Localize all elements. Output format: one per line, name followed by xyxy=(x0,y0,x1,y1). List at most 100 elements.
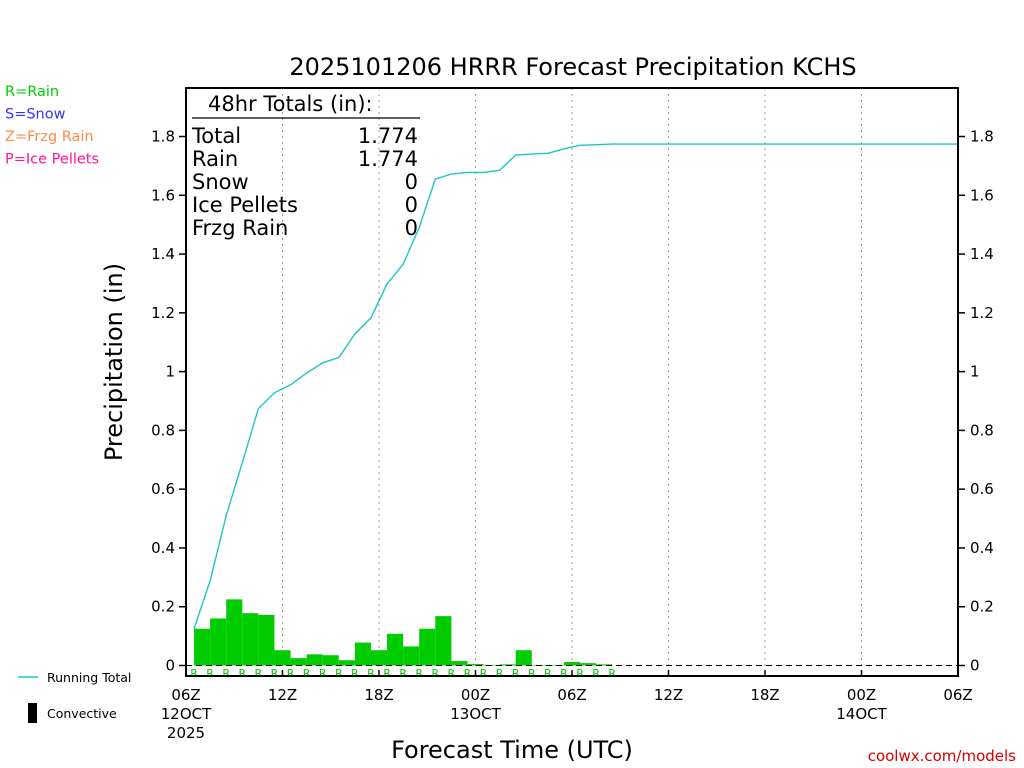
precip-type-marker: R xyxy=(415,667,423,680)
precip-type-marker: R xyxy=(255,667,263,680)
x-tick-label: 00Z xyxy=(847,686,876,704)
precip-bar xyxy=(451,661,468,666)
x-tick-label: 12OCT xyxy=(161,705,212,723)
precip-bar xyxy=(467,664,484,666)
precip-type-legend: R=Rain S=Snow Z=Frzg Rain P=Ice Pellets xyxy=(5,84,99,168)
y-tick-label-left: 1 xyxy=(165,363,175,381)
precip-type-marker: R xyxy=(335,667,343,680)
x-tick-label: 13OCT xyxy=(450,705,501,723)
vertical-gridlines xyxy=(282,88,862,676)
running-total-line xyxy=(193,143,958,630)
x-axis-label: Forecast Time (UTC) xyxy=(391,736,633,764)
x-tick-label: 14OCT xyxy=(836,705,887,723)
precip-type-marker: R xyxy=(190,667,198,680)
precip-type-marker: R xyxy=(544,667,552,680)
precip-type-marker: R xyxy=(528,667,536,680)
precip-type-marker: R xyxy=(576,667,584,680)
precip-bar xyxy=(226,599,243,666)
totals-header: 48hr Totals (in): xyxy=(208,92,373,116)
precip-bar xyxy=(547,664,564,666)
precip-bar xyxy=(354,642,371,666)
precip-bar xyxy=(387,633,404,666)
precip-type-marker: R xyxy=(399,667,407,680)
x-tick-label: 06Z xyxy=(171,686,200,704)
precip-bar xyxy=(403,646,420,666)
precip-type-marker: R xyxy=(560,667,568,680)
precip-type-marker: R xyxy=(496,667,504,680)
y-axis-label: Precipitation (in) xyxy=(100,263,128,461)
y-tick-label-left: 1.4 xyxy=(151,245,175,263)
credit-text: coolwx.com/models xyxy=(868,747,1016,765)
precip-bar xyxy=(274,650,291,666)
chart-title: 2025101206 HRRR Forecast Precipitation K… xyxy=(289,53,856,81)
precip-type-marker: R xyxy=(592,667,600,680)
precip-bar xyxy=(596,664,613,666)
y-axis-right: 0 0.2 0.4 0.6 0.8 1 1.2 1.4 1.6 1.8 xyxy=(958,128,994,675)
y-tick-label-right: 1.4 xyxy=(970,245,994,263)
precip-type-marker: R xyxy=(448,667,456,680)
precip-bar xyxy=(580,663,597,666)
y-tick-label-left: 0.4 xyxy=(151,539,175,557)
y-axis-left: 0 0.2 0.4 0.6 0.8 1 1.2 1.4 1.6 1.8 xyxy=(151,128,186,675)
precip-type-legend-item: P=Ice Pellets xyxy=(5,152,99,168)
totals-row-label: Frzg Rain xyxy=(192,216,288,240)
totals-row-value: 0 xyxy=(405,170,418,194)
precip-bar xyxy=(322,655,339,666)
precip-type-marker: R xyxy=(351,667,359,680)
y-tick-label-left: 0.6 xyxy=(151,480,175,498)
precip-type-marker: R xyxy=(367,667,375,680)
y-tick-label-right: 0 xyxy=(970,657,980,675)
x-tick-label: 18Z xyxy=(750,686,779,704)
precip-type-marker: R xyxy=(512,667,520,680)
precip-type-marker: R xyxy=(480,667,488,680)
y-tick-label-left: 1.8 xyxy=(151,128,175,146)
precip-type-marker: R xyxy=(238,667,246,680)
x-tick-label: 18Z xyxy=(364,686,393,704)
x-tick-label: 12Z xyxy=(268,686,297,704)
precip-bar xyxy=(258,614,275,666)
precip-bar xyxy=(419,628,436,666)
precip-bar xyxy=(306,654,323,666)
x-tick-label: 06Z xyxy=(943,686,972,704)
totals-box: 48hr Totals (in): Total 1.774 Rain 1.774 Sno… xyxy=(191,92,420,240)
precip-bar xyxy=(338,660,355,666)
precip-type-legend-item: Z=Frzg Rain xyxy=(5,129,94,145)
convective-legend-swatch xyxy=(28,703,37,723)
convective-legend-label: Convective xyxy=(47,706,117,721)
y-tick-label-right: 0.6 xyxy=(970,480,994,498)
totals-row-label: Rain xyxy=(192,147,238,171)
precip-type-marker: R xyxy=(206,667,214,680)
x-tick-label: 2025 xyxy=(167,724,205,742)
precip-bar xyxy=(242,613,259,666)
series-legend: Running Total Convective xyxy=(18,670,131,723)
precip-type-legend-item: S=Snow xyxy=(5,107,66,123)
precip-bar xyxy=(370,650,388,666)
x-tick-label: 12Z xyxy=(654,686,683,704)
y-tick-label-right: 1 xyxy=(970,363,980,381)
totals-row-label: Ice Pellets xyxy=(192,193,298,217)
y-tick-label-right: 0.8 xyxy=(970,421,994,439)
precip-bar xyxy=(210,618,227,666)
precip-type-marker: R xyxy=(271,667,279,680)
precip-type-marker: R xyxy=(431,667,439,680)
x-tick-label: 00Z xyxy=(461,686,490,704)
y-tick-label-left: 0.8 xyxy=(151,421,175,439)
precip-type-marker: R xyxy=(464,667,472,680)
y-tick-label-right: 0.4 xyxy=(970,539,994,557)
totals-row-value: 1.774 xyxy=(358,147,418,171)
precip-bar xyxy=(499,664,516,666)
totals-row-label: Snow xyxy=(192,170,249,194)
precip-type-marker: R xyxy=(287,667,295,680)
y-tick-label-left: 0.2 xyxy=(151,598,175,616)
precip-bar xyxy=(194,628,211,666)
precip-bar xyxy=(435,616,452,666)
y-tick-label-right: 0.2 xyxy=(970,598,994,616)
precip-type-legend-item: R=Rain xyxy=(5,84,59,100)
precip-type-marker: R xyxy=(303,667,311,680)
running-total-legend-label: Running Total xyxy=(47,670,131,685)
precip-type-marker: R xyxy=(319,667,327,680)
y-tick-label-left: 1.2 xyxy=(151,304,175,322)
